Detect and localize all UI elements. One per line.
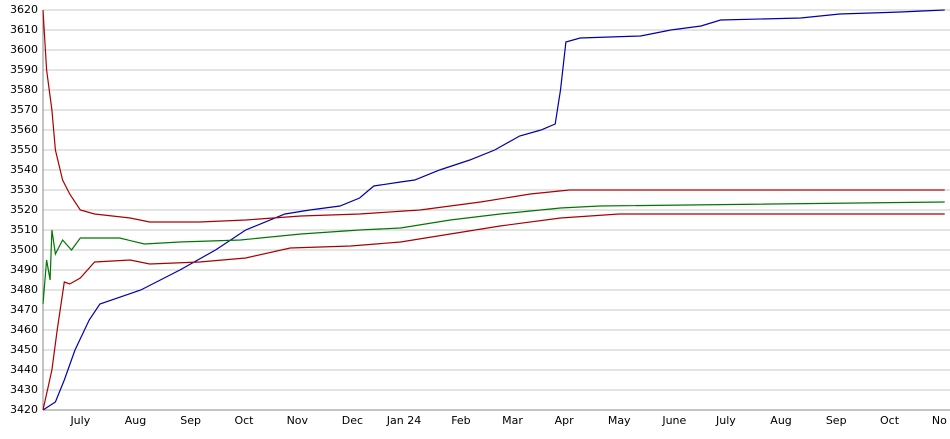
y-tick-label: 3600 bbox=[10, 43, 38, 56]
x-tick-label: Aug bbox=[770, 414, 791, 427]
x-tick-label: No bbox=[932, 414, 947, 427]
y-tick-label: 3450 bbox=[10, 343, 38, 356]
y-tick-label: 3510 bbox=[10, 223, 38, 236]
y-tick-label: 3580 bbox=[10, 83, 38, 96]
y-tick-label: 3540 bbox=[10, 163, 38, 176]
x-tick-label: Oct bbox=[880, 414, 900, 427]
x-tick-label: June bbox=[661, 414, 686, 427]
x-tick-label: Oct bbox=[234, 414, 254, 427]
y-tick-label: 3420 bbox=[10, 403, 38, 416]
x-tick-label: Sep bbox=[180, 414, 201, 427]
series-line bbox=[42, 201, 945, 305]
y-tick-label: 3590 bbox=[10, 63, 38, 76]
y-tick-label: 3550 bbox=[10, 143, 38, 156]
y-tick-label: 3570 bbox=[10, 103, 38, 116]
x-tick-label: July bbox=[69, 414, 90, 427]
y-tick-label: 3470 bbox=[10, 303, 38, 316]
y-tick-label: 3430 bbox=[10, 383, 38, 396]
y-tick-label: 3480 bbox=[10, 283, 38, 296]
y-tick-label: 3490 bbox=[10, 263, 38, 276]
x-tick-label: Feb bbox=[451, 414, 470, 427]
y-tick-label: 3620 bbox=[10, 3, 38, 16]
series-line bbox=[42, 9, 945, 223]
y-tick-label: 3460 bbox=[10, 323, 38, 336]
x-tick-label: Aug bbox=[125, 414, 146, 427]
y-tick-label: 3520 bbox=[10, 203, 38, 216]
x-tick-label: Sep bbox=[826, 414, 847, 427]
y-tick-label: 3610 bbox=[10, 23, 38, 36]
x-tick-label: Mar bbox=[502, 414, 523, 427]
y-tick-label: 3440 bbox=[10, 363, 38, 376]
y-tick-label: 3560 bbox=[10, 123, 38, 136]
series-line bbox=[42, 9, 945, 411]
x-tick-label: Nov bbox=[287, 414, 309, 427]
x-tick-label: May bbox=[608, 414, 631, 427]
y-tick-label: 3530 bbox=[10, 183, 38, 196]
y-tick-label: 3500 bbox=[10, 243, 38, 256]
x-tick-label: Dec bbox=[342, 414, 363, 427]
x-tick-label: Jan 24 bbox=[386, 414, 421, 427]
x-tick-label: July bbox=[715, 414, 736, 427]
x-tick-label: Apr bbox=[555, 414, 575, 427]
series-line bbox=[42, 213, 945, 411]
